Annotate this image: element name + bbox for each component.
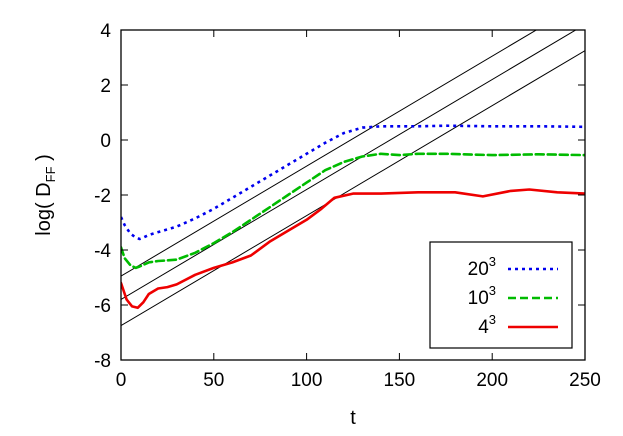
y-axis-label-subscript: FF <box>43 166 58 182</box>
x-axis-label: t <box>350 407 356 429</box>
series-line-10 <box>121 152 585 270</box>
x-axis-ticks: 0 50 100 150 200 250 <box>116 30 601 391</box>
reference-line-2 <box>121 30 577 300</box>
x-tick-label: 0 <box>116 370 127 391</box>
y-axis-label-end: ) <box>33 154 55 166</box>
legend: 203 103 43 <box>429 241 573 349</box>
y-tick-label: -8 <box>94 351 111 372</box>
y-axis-label: log( DFF ) <box>33 154 58 235</box>
x-tick-label: 100 <box>291 370 323 391</box>
y-tick-label: -4 <box>94 241 111 262</box>
legend-label-20: 203 <box>468 254 496 280</box>
legend-label-4: 43 <box>478 312 496 338</box>
y-tick-label: 0 <box>100 131 111 152</box>
series-lines <box>121 124 585 310</box>
y-tick-label: 4 <box>100 21 111 42</box>
series-line-20 <box>121 124 585 241</box>
x-tick-label: 150 <box>384 370 416 391</box>
series-line-4 <box>121 188 585 310</box>
reference-line-3 <box>121 50 585 327</box>
reference-line-1 <box>121 30 538 277</box>
y-tick-label: 2 <box>100 76 111 97</box>
y-axis-label-main: log( D <box>33 182 55 235</box>
y-tick-label: -2 <box>94 186 111 207</box>
legend-label-10: 103 <box>468 283 496 309</box>
legend-box <box>429 241 573 349</box>
x-tick-label: 50 <box>203 370 224 391</box>
y-tick-label: -6 <box>94 296 111 317</box>
y-axis-ticks: -8 -6 -4 -2 0 2 4 <box>94 21 585 372</box>
x-tick-label: 200 <box>476 370 508 391</box>
reference-lines <box>121 30 585 327</box>
x-tick-label: 250 <box>569 370 601 391</box>
